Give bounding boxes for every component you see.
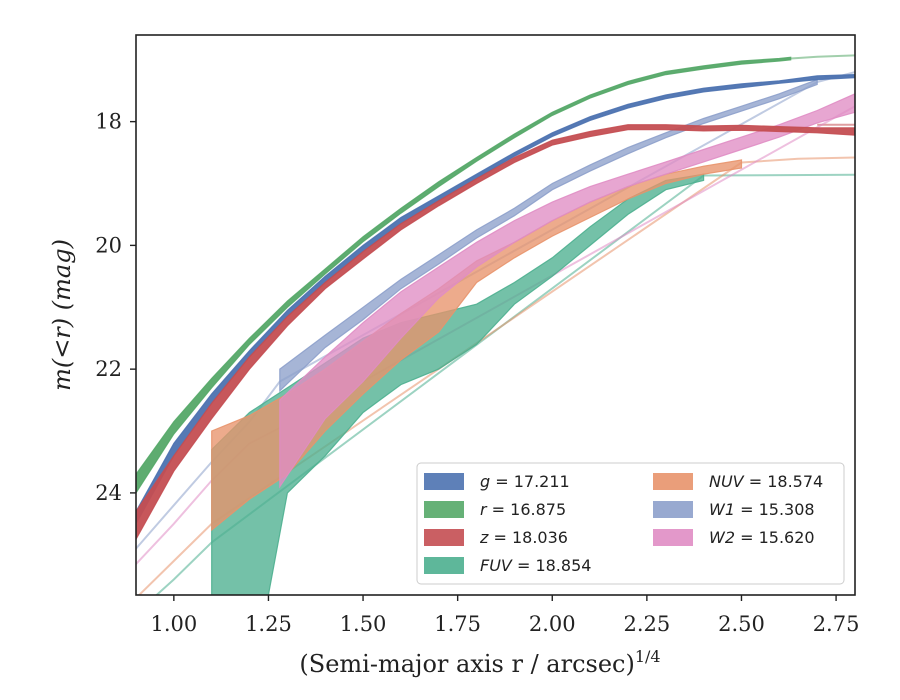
model-curve-r [790,54,855,60]
x-tick-label: 2.00 [529,612,576,636]
legend-swatch-NUV [653,473,693,490]
legend-label-z: z = 18.036 [479,528,568,547]
y-axis: 18 20 22 24 [95,110,136,505]
legend-box [416,462,845,585]
plot-frame [135,34,856,596]
legend-label-g: g = 17.211 [480,472,570,491]
legend-label-W1: W1 = 15.308 [709,500,815,519]
legend-swatch-W2 [653,529,693,546]
legend: g = 17.211 r = 16.875 z = 18.036 FUV = 18.8… [416,462,845,585]
plot-area [136,54,855,595]
x-tick-label: 1.00 [150,612,197,636]
band-W2 [279,93,855,489]
x-tick-label: 1.50 [340,612,387,636]
band-z [136,124,855,541]
x-tick-label: 1.25 [245,612,292,636]
legend-label-NUV: NUV = 18.574 [709,472,823,491]
x-tick-label: 2.50 [718,612,765,636]
x-axis-label: (Semi-major axis r / arcsec)1/4 [299,647,660,678]
legend-swatch-z [424,529,464,546]
band-r [136,56,792,495]
x-axis-label-superscript: 1/4 [635,647,661,666]
x-axis: 1.00 1.25 1.50 1.75 2.00 2.25 2.50 2.75 [150,595,859,636]
x-tick-label: 2.75 [813,612,860,636]
x-tick-label: 2.25 [623,612,670,636]
y-axis-label: m(<r) (mag) [48,239,76,391]
y-tick-label: 20 [95,233,122,257]
legend-swatch-FUV [424,557,464,574]
legend-label-W2: W2 = 15.620 [709,528,815,547]
legend-label-r: r = 16.875 [480,500,566,519]
legend-swatch-r [424,501,464,518]
y-tick-label: 24 [95,481,122,505]
y-tick-label: 18 [95,110,122,134]
legend-swatch-W1 [653,501,693,518]
legend-swatch-g [424,473,464,490]
x-tick-label: 1.75 [434,612,481,636]
legend-label-FUV: FUV = 18.854 [480,556,591,575]
y-tick-label: 22 [95,357,122,381]
band-W1 [279,78,818,393]
